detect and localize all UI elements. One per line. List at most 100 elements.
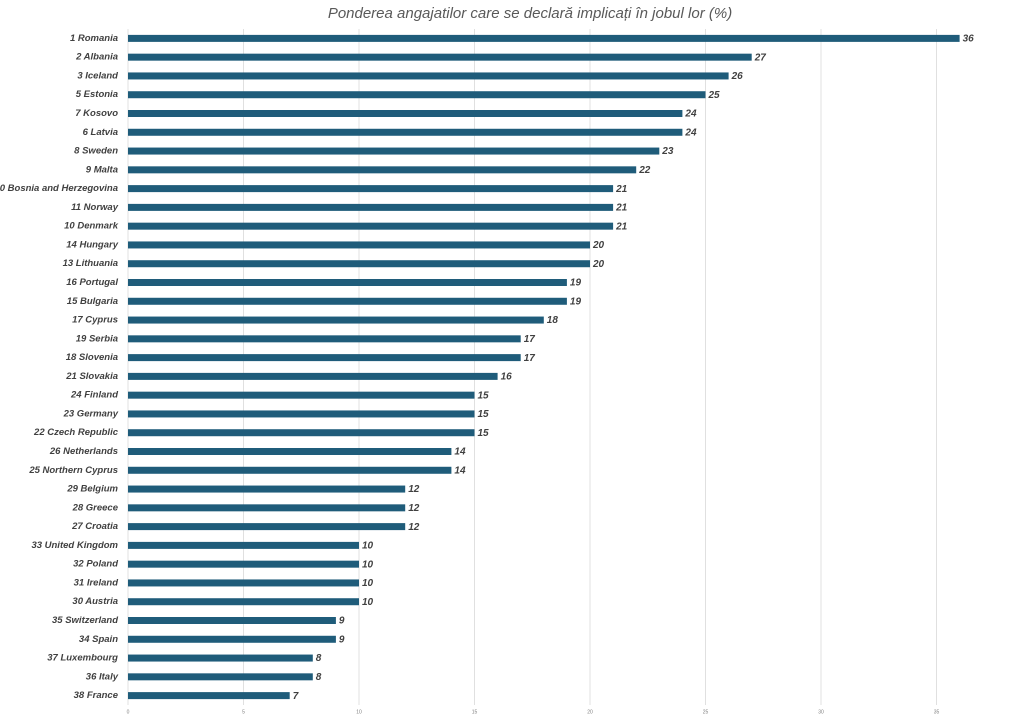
chart-title: Ponderea angajatilor care se declară imp… — [328, 5, 732, 22]
bar — [128, 673, 313, 681]
bar — [128, 429, 475, 437]
y-tick-label: 10 Denmark — [64, 221, 119, 232]
bar — [128, 147, 660, 155]
y-tick-label: 1 Romania — [70, 33, 118, 44]
y-tick-label: 37 Luxembourg — [47, 653, 118, 664]
y-tick-label: 10 Bosnia and Herzegovina — [0, 183, 118, 194]
y-tick-label: 26 Netherlands — [49, 446, 118, 457]
value-label: 17 — [524, 353, 536, 364]
value-label: 14 — [454, 447, 466, 458]
value-label: 15 — [478, 390, 490, 401]
bar — [128, 128, 683, 136]
bar — [128, 654, 313, 662]
value-label: 15 — [478, 409, 490, 420]
bar — [128, 448, 452, 455]
bar — [128, 391, 475, 399]
bar — [128, 335, 521, 343]
y-tick-label: 19 Serbia — [76, 333, 118, 344]
value-label: 18 — [547, 315, 559, 326]
y-tick-label: 13 Lithuania — [63, 258, 118, 269]
y-tick-label: 34 Spain — [79, 634, 118, 645]
y-tick-label: 36 Italy — [86, 671, 119, 682]
value-label: 36 — [963, 34, 975, 45]
y-tick-label: 14 Hungary — [66, 239, 118, 250]
bar — [128, 34, 960, 42]
value-label: 12 — [408, 522, 420, 533]
x-tick-label: 0 — [127, 709, 130, 715]
bar — [128, 485, 406, 493]
bar — [128, 279, 567, 286]
y-tick-label: 28 Greece — [72, 502, 119, 513]
y-tick-label: 33 United Kingdom — [31, 540, 118, 551]
y-tick-label: 7 Kosovo — [75, 108, 118, 119]
y-tick-label: 3 Iceland — [77, 70, 118, 81]
y-tick-label: 9 Malta — [86, 164, 118, 175]
bar — [128, 560, 359, 568]
value-label: 21 — [615, 203, 628, 214]
y-tick-label: 16 Portugal — [66, 277, 118, 288]
value-label: 20 — [592, 240, 605, 251]
value-label: 7 — [293, 691, 299, 702]
y-tick-label: 31 Ireland — [74, 577, 119, 588]
bar — [128, 91, 706, 99]
bar — [128, 635, 336, 643]
x-tick-label: 15 — [472, 709, 478, 715]
bar — [128, 110, 683, 117]
value-label: 24 — [684, 109, 697, 120]
y-tick-label: 8 Sweden — [74, 146, 118, 157]
bar — [128, 579, 359, 587]
x-tick-label: 35 — [934, 709, 940, 715]
bar — [128, 316, 544, 324]
bar — [128, 241, 590, 249]
x-tick-label: 20 — [587, 709, 593, 715]
y-tick-label: 18 Slovenia — [66, 352, 118, 363]
y-tick-label: 17 Cyprus — [72, 315, 118, 326]
value-label: 10 — [362, 559, 374, 570]
bar — [128, 222, 614, 230]
y-tick-label: 21 Slovakia — [65, 371, 118, 382]
value-label: 26 — [731, 71, 744, 82]
y-tick-label: 38 France — [74, 690, 119, 701]
bar — [128, 166, 637, 174]
value-label: 12 — [408, 503, 420, 514]
y-tick-label: 30 Austria — [72, 596, 118, 607]
bar — [128, 692, 290, 700]
x-tick-label: 5 — [242, 709, 245, 715]
bar — [128, 541, 359, 549]
x-tick-label: 10 — [356, 709, 362, 715]
y-tick-label: 27 Croatia — [71, 521, 118, 532]
value-label: 14 — [454, 465, 466, 476]
y-tick-label: 25 Northern Cyprus — [28, 465, 118, 476]
bar — [128, 466, 452, 474]
y-tick-label: 5 Estonia — [76, 89, 118, 100]
value-label: 8 — [316, 653, 322, 664]
value-label: 16 — [501, 372, 513, 383]
value-label: 10 — [362, 578, 374, 589]
value-label: 9 — [339, 616, 345, 627]
bar — [128, 598, 359, 606]
value-label: 27 — [754, 52, 767, 63]
bar — [128, 523, 406, 531]
value-label: 17 — [524, 334, 536, 345]
bar — [128, 410, 475, 418]
value-label: 19 — [570, 296, 582, 307]
value-label: 20 — [592, 259, 605, 270]
value-label: 21 — [615, 184, 628, 195]
value-label: 8 — [316, 672, 322, 683]
value-label: 10 — [362, 597, 374, 608]
value-label: 15 — [478, 428, 490, 439]
bar — [128, 260, 590, 268]
y-tick-label: 24 Finland — [70, 390, 118, 401]
bar — [128, 72, 729, 80]
x-tick-label: 25 — [703, 709, 709, 715]
bar — [128, 504, 406, 512]
y-tick-label: 32 Poland — [73, 559, 118, 570]
bar — [128, 53, 752, 61]
value-label: 19 — [570, 278, 582, 289]
y-tick-label: 6 Latvia — [83, 127, 118, 138]
bar — [128, 297, 567, 305]
value-label: 12 — [408, 484, 420, 495]
y-tick-label: 22 Czech Republic — [33, 427, 119, 438]
bar — [128, 354, 521, 362]
